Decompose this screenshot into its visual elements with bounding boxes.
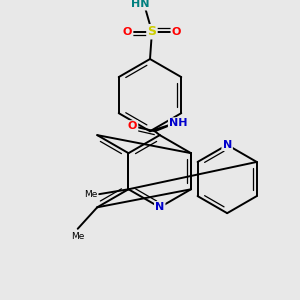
Text: N: N (155, 202, 164, 212)
Text: HN: HN (131, 0, 149, 9)
Text: S: S (148, 25, 157, 38)
Text: O: O (172, 27, 181, 37)
Text: N: N (223, 140, 232, 150)
Text: Me: Me (84, 190, 97, 199)
Text: O: O (123, 27, 132, 37)
Text: O: O (128, 121, 137, 131)
Text: Me: Me (71, 232, 84, 241)
Text: NH: NH (169, 118, 188, 128)
